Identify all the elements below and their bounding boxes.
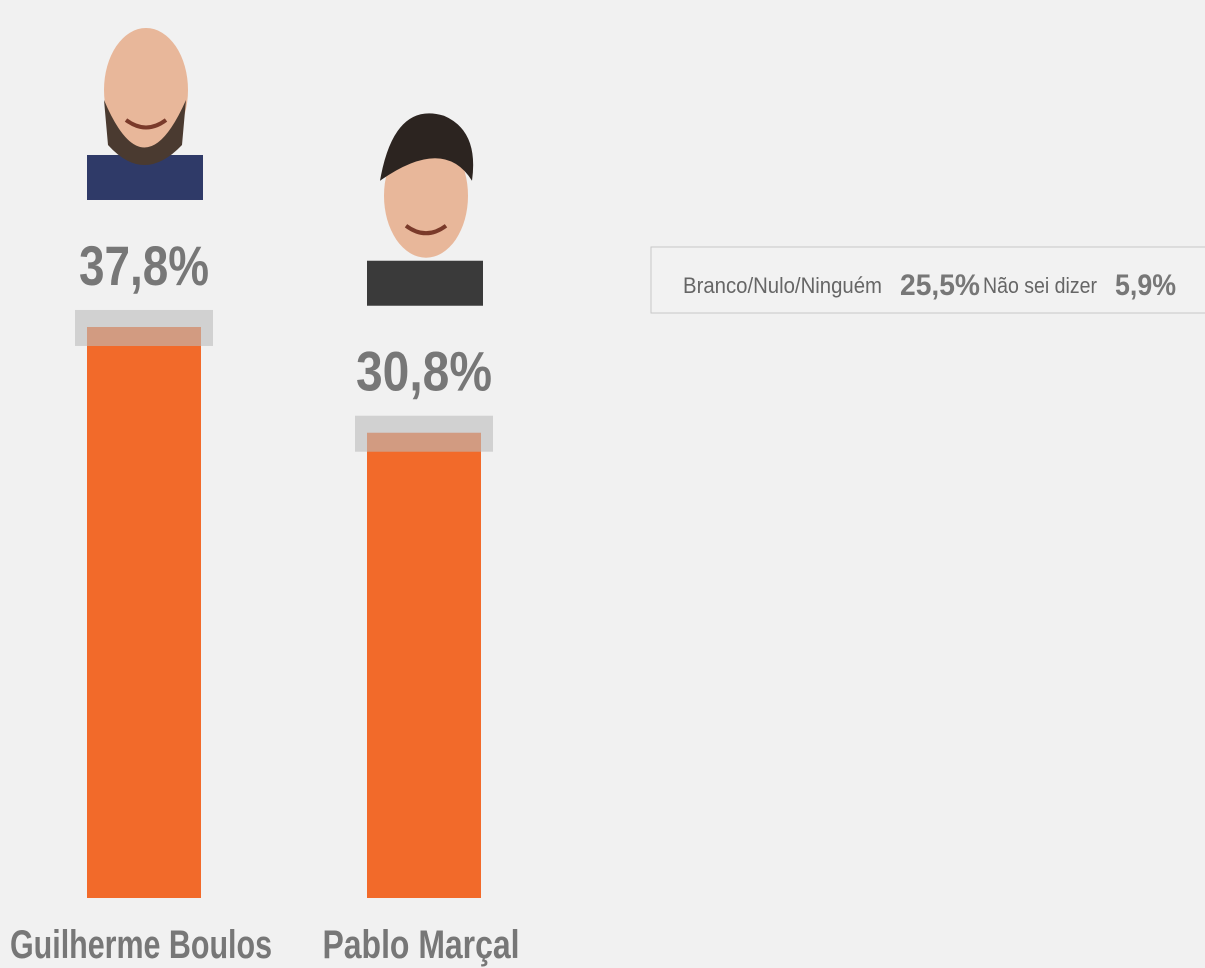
bar-cap [355, 415, 493, 452]
portrait-hair [104, 99, 186, 165]
portrait-mouth [404, 224, 448, 236]
category-label: Pablo Marçal [323, 923, 520, 967]
other-label: Branco/Nulo/Ninguém [683, 273, 882, 298]
other-value: 25,5% [900, 269, 980, 302]
value-label: 30,8% [356, 340, 492, 403]
value-label: 37,8% [79, 234, 209, 297]
portrait [367, 113, 483, 306]
portrait-mouth [124, 118, 168, 130]
portrait-shirt [367, 260, 483, 306]
bar-cap [75, 309, 213, 346]
portrait-face [104, 27, 188, 152]
portrait-hair [380, 113, 474, 181]
bar [367, 432, 481, 898]
portrait [87, 27, 203, 200]
bar [87, 326, 201, 899]
others-box [650, 246, 1205, 314]
other-value: 5,9% [1115, 269, 1176, 302]
other-label: Não sei dizer [983, 273, 1097, 298]
category-label: Guilherme Boulos [10, 923, 272, 967]
